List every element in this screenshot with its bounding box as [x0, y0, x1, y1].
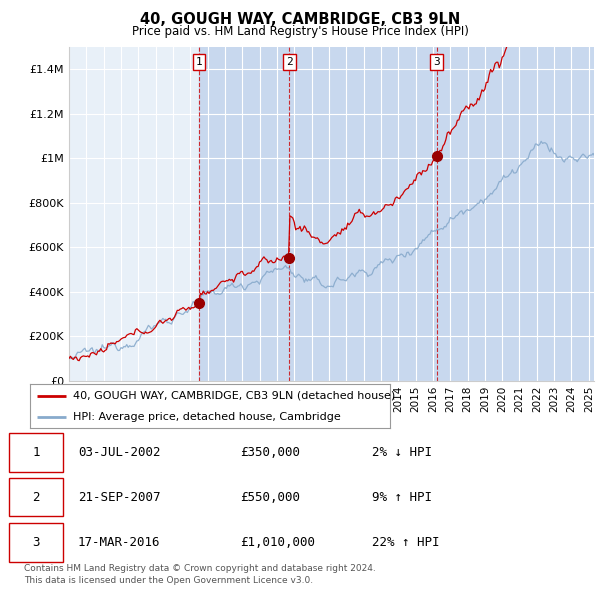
Text: 21-SEP-2007: 21-SEP-2007 [78, 490, 161, 504]
Bar [289, 47, 437, 381]
Text: 2: 2 [286, 57, 293, 67]
Text: 2: 2 [32, 490, 40, 504]
Text: 3: 3 [433, 57, 440, 67]
Text: Price paid vs. HM Land Registry's House Price Index (HPI): Price paid vs. HM Land Registry's House … [131, 25, 469, 38]
FancyBboxPatch shape [9, 523, 63, 562]
Text: £550,000: £550,000 [240, 490, 300, 504]
Text: £350,000: £350,000 [240, 446, 300, 459]
Text: 17-MAR-2016: 17-MAR-2016 [78, 536, 161, 549]
Text: This data is licensed under the Open Government Licence v3.0.: This data is licensed under the Open Gov… [24, 576, 313, 585]
Text: 40, GOUGH WAY, CAMBRIDGE, CB3 9LN: 40, GOUGH WAY, CAMBRIDGE, CB3 9LN [140, 12, 460, 27]
Bar [199, 47, 289, 381]
FancyBboxPatch shape [9, 433, 63, 472]
Bar [437, 47, 598, 381]
Text: £1,010,000: £1,010,000 [240, 536, 315, 549]
Text: 1: 1 [196, 57, 202, 67]
Text: HPI: Average price, detached house, Cambridge: HPI: Average price, detached house, Camb… [73, 412, 341, 422]
Text: Contains HM Land Registry data © Crown copyright and database right 2024.: Contains HM Land Registry data © Crown c… [24, 563, 376, 572]
Text: 22% ↑ HPI: 22% ↑ HPI [372, 536, 439, 549]
Text: 1: 1 [32, 446, 40, 459]
FancyBboxPatch shape [9, 478, 63, 516]
Text: 40, GOUGH WAY, CAMBRIDGE, CB3 9LN (detached house): 40, GOUGH WAY, CAMBRIDGE, CB3 9LN (detac… [73, 391, 395, 401]
Text: 2% ↓ HPI: 2% ↓ HPI [372, 446, 432, 459]
Text: 3: 3 [32, 536, 40, 549]
Text: 03-JUL-2002: 03-JUL-2002 [78, 446, 161, 459]
Text: 9% ↑ HPI: 9% ↑ HPI [372, 490, 432, 504]
